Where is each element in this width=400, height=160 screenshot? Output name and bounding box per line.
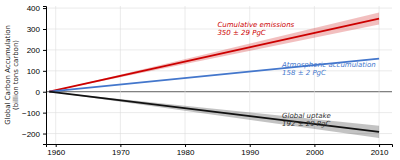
annotation: 192 ± 29 PgC	[282, 120, 330, 128]
tick-mark	[379, 144, 380, 147]
tick-mark	[43, 92, 46, 93]
tick-mark	[120, 144, 121, 147]
x-tick: 2000	[306, 144, 324, 157]
chart: 1960 1970 1980 1990 2000 2010 −200 −100 0 100 200 3…	[0, 0, 400, 160]
tick-label: 1980	[177, 148, 195, 157]
tick-mark	[43, 134, 46, 135]
tick-label: 100	[27, 67, 41, 76]
grid-line	[379, 6, 380, 144]
grid-line	[46, 8, 392, 9]
y-tick: 400	[27, 4, 46, 13]
y-tick: 0	[36, 88, 46, 97]
annotation: 158 ± 2 PgC	[282, 69, 326, 77]
zero-line	[46, 91, 392, 92]
y-axis: −200 −100 0 100 200 300 400	[22, 4, 47, 144]
tick-label: 2010	[371, 148, 389, 157]
tick-label: 1990	[241, 148, 259, 157]
x-tick: 1970	[112, 144, 130, 157]
plot-area	[49, 12, 379, 137]
tick-mark	[185, 144, 186, 147]
y-tick: −200	[22, 130, 46, 139]
tick-label: −200	[22, 130, 41, 139]
x-tick: 1960	[47, 144, 65, 157]
annotation: Cumulative emissions	[217, 21, 294, 29]
tick-mark	[43, 71, 46, 72]
tick-mark	[43, 113, 46, 114]
y-axis-title: Global Carbon Accumulation(billion tons …	[4, 25, 20, 125]
tick-mark	[56, 144, 57, 147]
tick-mark	[43, 50, 46, 51]
y-tick: 200	[27, 46, 46, 55]
tick-label: 300	[27, 25, 41, 34]
tick-mark	[314, 144, 315, 147]
y-tick: −100	[22, 109, 46, 118]
uncertainty-band	[49, 92, 379, 138]
axis-line	[47, 145, 393, 148]
grid-line	[185, 6, 186, 144]
annotation: 350 ± 29 PgC	[217, 29, 265, 37]
x-tick: 1980	[177, 144, 195, 157]
y-tick: 300	[27, 25, 46, 34]
uncertainty-band	[49, 58, 379, 91]
tick-label: 200	[27, 46, 41, 55]
annotations: Cumulative emissions350 ± 29 PgC Atmosphe…	[217, 21, 375, 128]
x-tick: 1990	[241, 144, 259, 157]
series-line	[49, 92, 379, 132]
grid	[46, 6, 392, 144]
uncertainty-band	[49, 12, 379, 91]
tick-mark	[43, 8, 46, 9]
tick-mark	[250, 144, 251, 147]
tick-mark	[43, 29, 46, 30]
grid-line	[46, 133, 392, 134]
tick-label: 1960	[47, 148, 65, 157]
series-line	[49, 59, 379, 92]
annotation: Atmospheric accumulation	[281, 61, 376, 69]
grid-line	[46, 49, 392, 50]
x-tick: 2010	[371, 144, 389, 157]
tick-label: 2000	[306, 148, 324, 157]
x-axis: 1960 1970 1980 1990 2000 2010	[47, 144, 393, 157]
y-tick: 100	[27, 67, 46, 76]
series-line	[49, 19, 379, 92]
annotation: Global uptake	[282, 112, 331, 120]
grid-line	[46, 70, 392, 71]
tick-label: −100	[22, 109, 41, 118]
tick-label: 1970	[112, 148, 130, 157]
axis-line	[43, 7, 47, 145]
grid-line	[55, 6, 56, 144]
tick-label: 400	[27, 4, 41, 13]
tick-label: 0	[36, 88, 41, 97]
